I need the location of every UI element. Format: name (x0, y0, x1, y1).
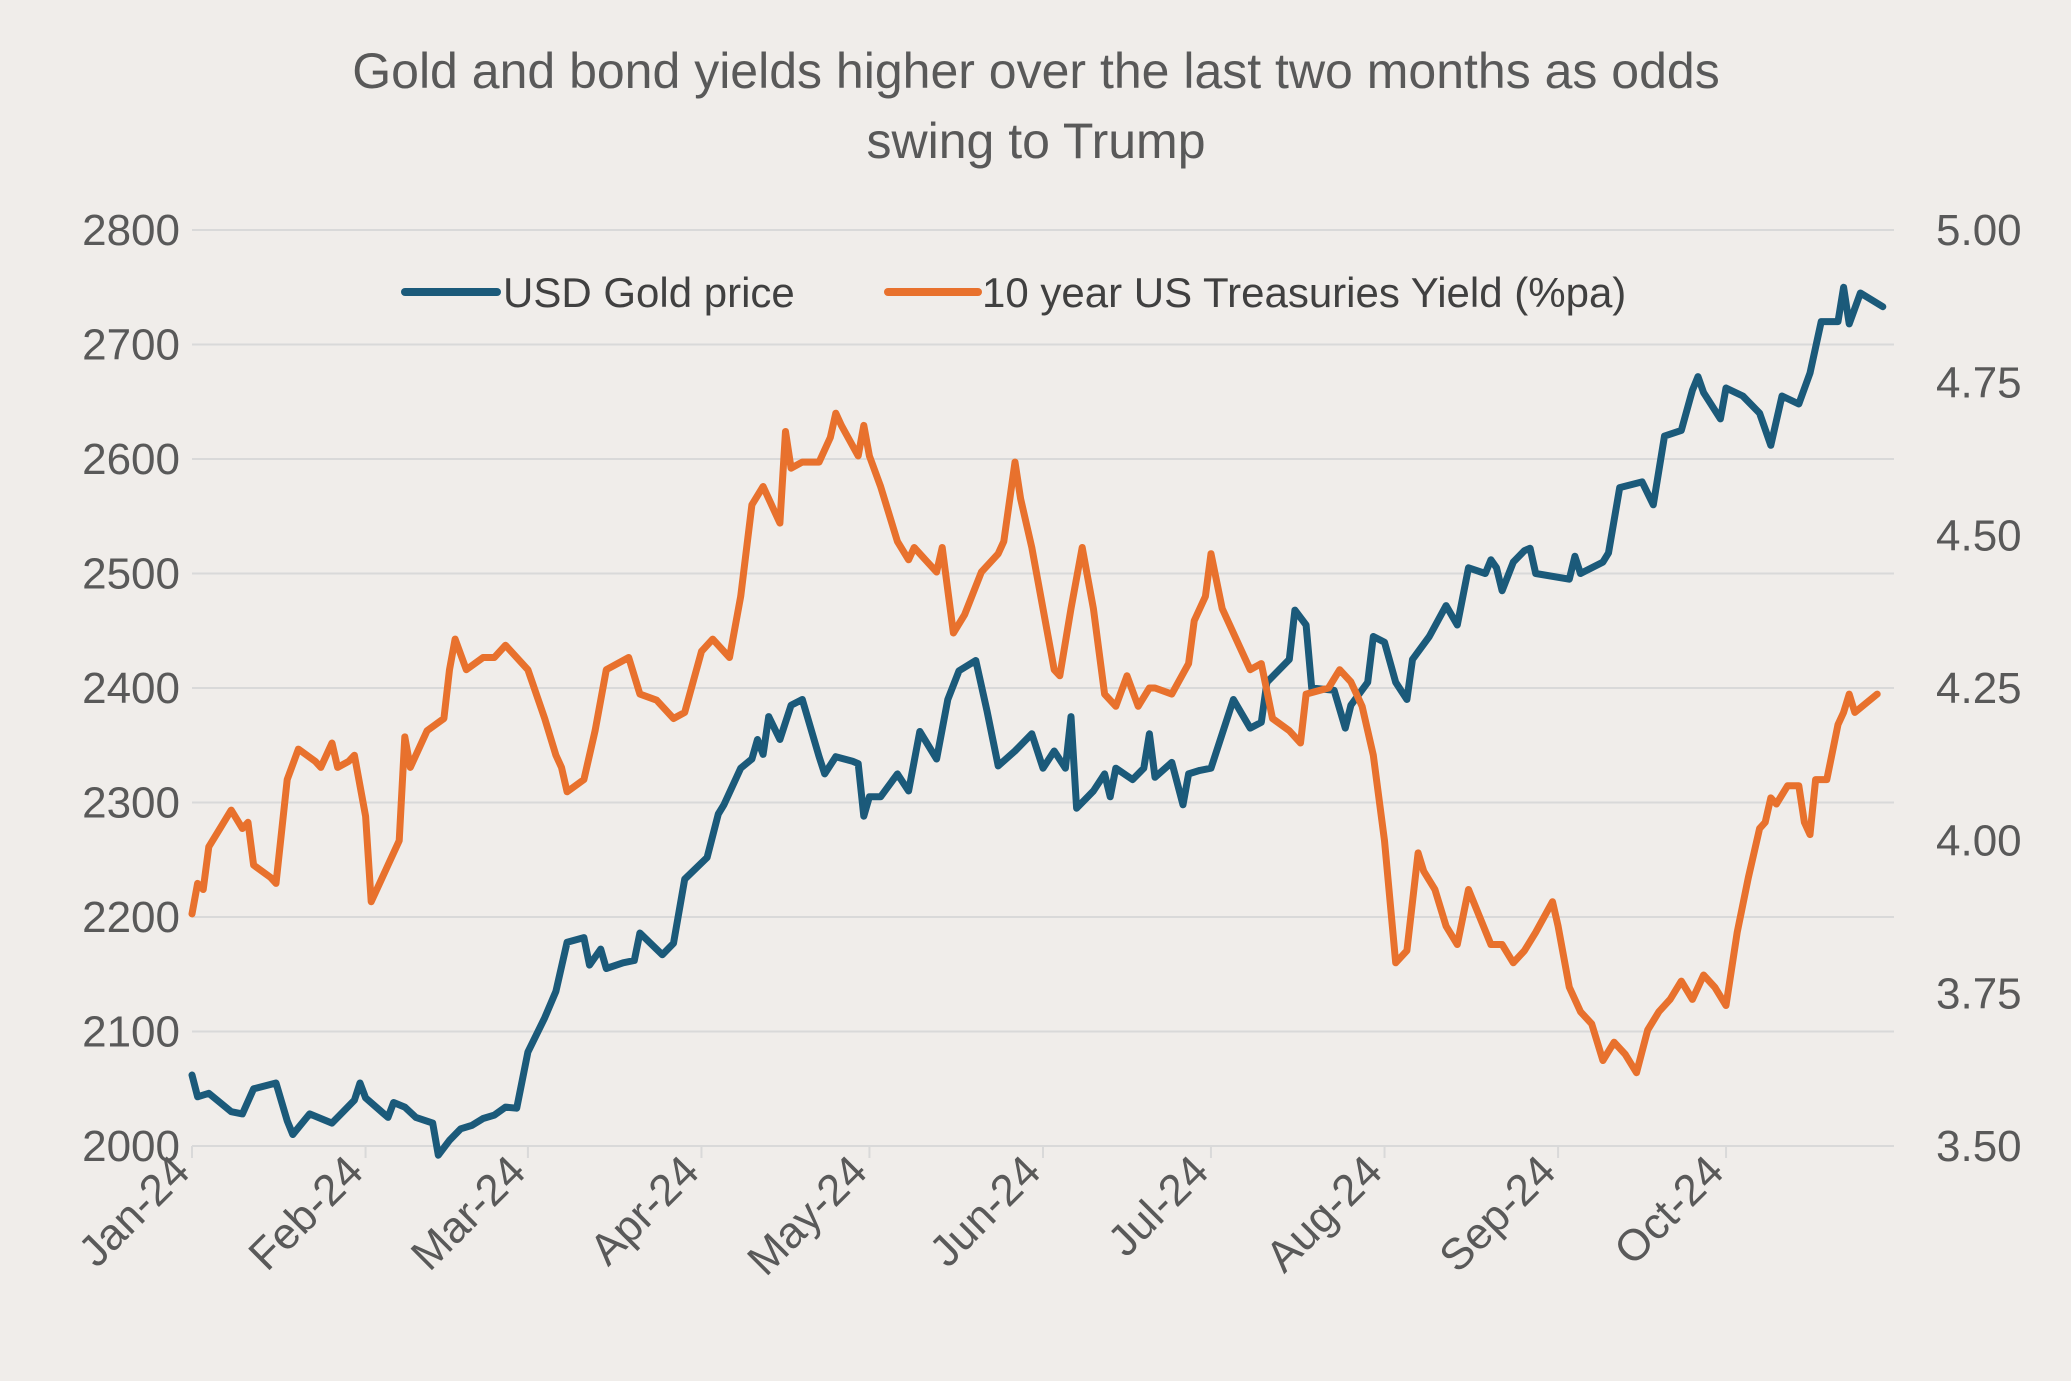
legend-label-gold: USD Gold price (503, 269, 795, 316)
right-tick-label: 3.50 (1936, 1122, 2022, 1171)
left-tick-label: 2700 (82, 321, 180, 370)
chart-title-line-1: Gold and bond yields higher over the las… (352, 43, 1719, 99)
right-tick-label: 4.75 (1936, 359, 2022, 408)
left-tick-label: 2000 (82, 1122, 180, 1171)
right-tick-label: 4.00 (1936, 817, 2022, 866)
left-tick-label: 2800 (82, 206, 180, 255)
x-axis: Jan-24 Feb-24 Mar-24 Apr-24 May-24 Jun-24 Jul-… (69, 1146, 1733, 1285)
legend: USD Gold price 10 year US Treasuries Yie… (401, 269, 1626, 316)
x-tick-label: Jun-24 (920, 1146, 1050, 1276)
left-axis: 2000 2100 2200 2300 2400 2500 2600 2700 2800 (82, 206, 180, 1171)
x-tick-label: Feb-24 (239, 1146, 372, 1279)
x-tick-label: Sep-24 (1430, 1146, 1565, 1281)
right-tick-label: 3.75 (1936, 969, 2022, 1018)
x-tick-label: Jul-24 (1099, 1146, 1218, 1265)
x-tick-label: Aug-24 (1257, 1146, 1392, 1281)
x-tick-label: Mar-24 (402, 1146, 535, 1279)
right-tick-label: 4.50 (1936, 511, 2022, 560)
x-tick-label: Apr-24 (581, 1146, 709, 1274)
left-tick-label: 2300 (82, 779, 180, 828)
series-lines (188, 283, 1887, 1159)
right-tick-label: 5.00 (1936, 206, 2022, 255)
series-line-gold (188, 283, 1887, 1159)
left-tick-label: 2600 (82, 435, 180, 484)
left-tick-label: 2400 (82, 664, 180, 713)
right-axis: 3.50 3.75 4.00 4.25 4.50 4.75 5.00 (1936, 206, 2022, 1171)
chart-title: Gold and bond yields higher over the las… (352, 43, 1719, 169)
right-tick-label: 4.25 (1936, 664, 2022, 713)
series-line-yield (188, 409, 1881, 1077)
x-tick-label: Oct-24 (1605, 1146, 1733, 1274)
x-tick-label: May-24 (738, 1146, 876, 1284)
legend-label-yield: 10 year US Treasuries Yield (%pa) (982, 269, 1626, 316)
gridlines (192, 229, 1894, 1147)
left-tick-label: 2200 (82, 893, 180, 942)
left-tick-label: 2100 (82, 1008, 180, 1057)
chart-title-line-2: swing to Trump (866, 113, 1205, 169)
legend-item-yield: 10 year US Treasuries Yield (%pa) (884, 269, 1626, 316)
legend-item-gold: USD Gold price (401, 269, 795, 316)
left-tick-label: 2500 (82, 550, 180, 599)
